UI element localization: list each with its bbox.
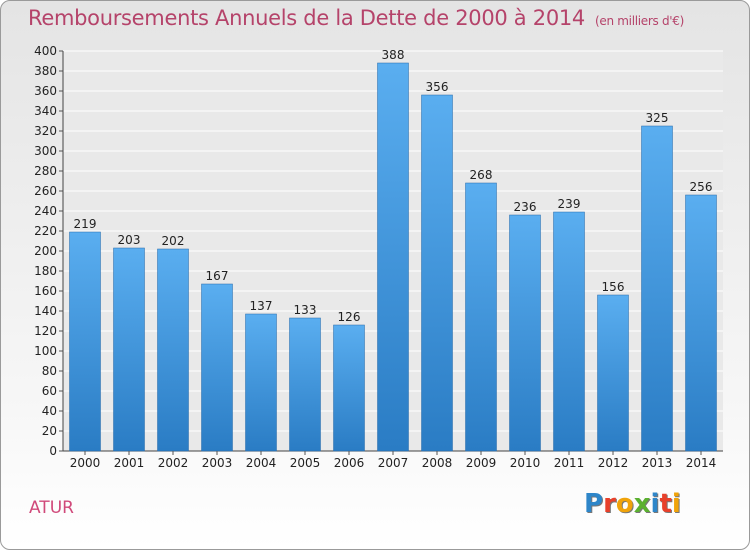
bar-value-label: 388 [382,48,405,62]
x-tick-label: 2004 [246,456,277,470]
x-tick-label: 2005 [290,456,321,470]
bar-value-label: 203 [118,233,141,247]
bar-value-label: 256 [690,180,713,194]
bar-value-label: 167 [206,269,229,283]
y-tick-label: 40 [42,404,57,418]
y-tick-label: 220 [34,224,57,238]
bar-value-label: 268 [470,168,493,182]
bar-value-label: 239 [558,197,581,211]
logo-letter: r [603,489,616,519]
x-tick-label: 2014 [686,456,717,470]
y-tick-label: 120 [34,324,57,338]
bar-value-label: 202 [162,234,185,248]
bar-value-label: 137 [250,299,273,313]
bar [113,247,145,452]
y-tick-label: 140 [34,304,57,318]
bar [289,317,321,452]
x-tick-label: 2002 [158,456,189,470]
commune-name: ATUR [29,498,74,518]
chart-title: Remboursements Annuels de la Dette de 20… [28,6,684,30]
logo-letter: x [633,489,651,519]
x-tick-label: 2009 [466,456,497,470]
y-tick-label: 80 [42,364,57,378]
y-tick-label: 280 [34,164,57,178]
bar-value-label: 356 [426,80,449,94]
y-tick-label: 320 [34,124,57,138]
proxiti-logo: Proxiti [584,489,681,519]
bar [685,194,717,452]
y-tick-label: 400 [34,44,57,58]
logo-letter: i [671,489,681,519]
x-tick-label: 2012 [598,456,629,470]
y-tick-label: 380 [34,64,57,78]
y-tick-label: 60 [42,384,57,398]
y-tick-label: 260 [34,184,57,198]
bar [421,94,453,452]
bar [245,313,277,452]
chart-unit-label: (en milliers d'€) [595,14,685,28]
chart-title-text: Remboursements Annuels de la Dette de 20… [28,6,585,30]
bar [157,248,189,452]
bar [69,231,101,452]
bar-value-label: 126 [338,310,361,324]
y-tick-label: 160 [34,284,57,298]
bar-value-label: 325 [646,111,669,125]
logo-letter: i [650,489,660,519]
y-tick-label: 180 [34,264,57,278]
x-tick-label: 2003 [202,456,233,470]
bar [333,324,365,452]
logo-letter: t [659,489,672,519]
x-tick-label: 2007 [378,456,409,470]
bar [509,214,541,452]
bar [641,125,673,452]
x-tick-label: 2000 [70,456,101,470]
y-tick-label: 0 [49,444,57,458]
x-tick-label: 2013 [642,456,673,470]
y-tick-label: 240 [34,204,57,218]
bar [553,211,585,452]
bar [465,182,497,452]
x-tick-label: 2010 [510,456,541,470]
x-tick-label: 2011 [554,456,585,470]
bar-value-label: 133 [294,303,317,317]
bar-value-label: 219 [74,217,97,231]
bar-value-label: 156 [602,280,625,294]
y-tick-label: 300 [34,144,57,158]
logo-letter: o [615,489,634,519]
bar [377,62,409,452]
x-tick-label: 2001 [114,456,145,470]
y-tick-label: 200 [34,244,57,258]
bar [597,294,629,452]
y-tick-label: 360 [34,84,57,98]
logo-letter: P [584,489,604,519]
x-tick-label: 2008 [422,456,453,470]
bar [201,283,233,452]
bar-value-label: 236 [514,200,537,214]
x-tick-label: 2006 [334,456,365,470]
y-tick-label: 20 [42,424,57,438]
y-tick-label: 100 [34,344,57,358]
y-tick-label: 340 [34,104,57,118]
